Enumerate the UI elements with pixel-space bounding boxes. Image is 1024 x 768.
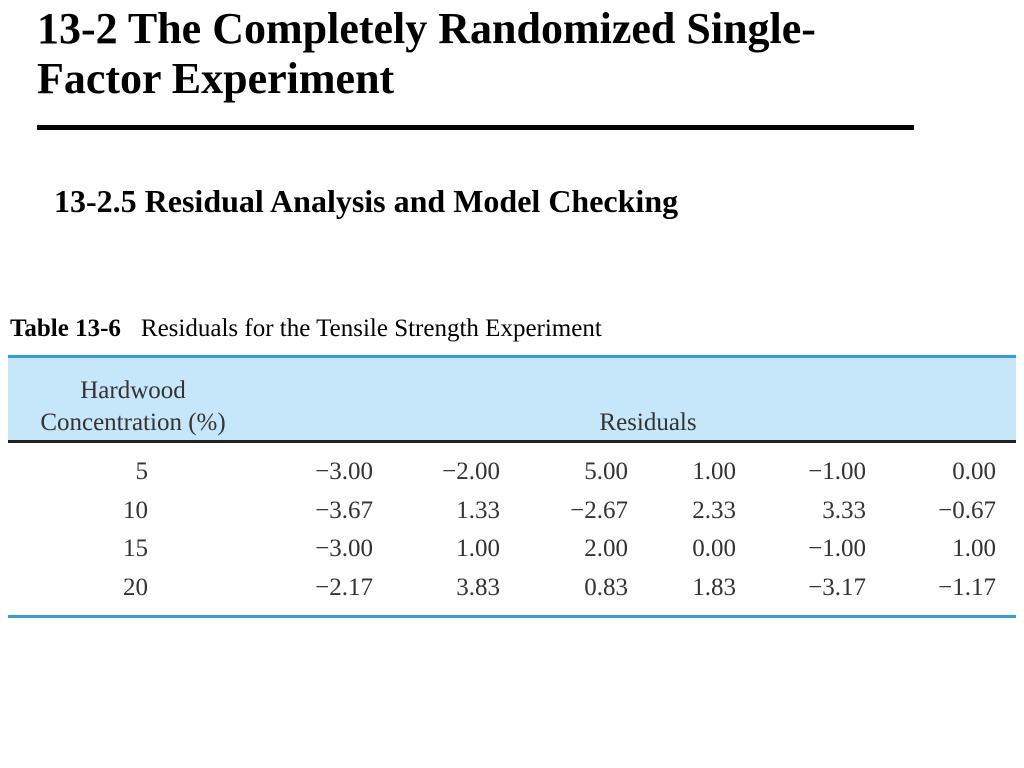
- cell-residual: 5.00: [584, 458, 628, 486]
- cell-residual: 0.00: [952, 458, 996, 486]
- cell-residual: −2.17: [315, 573, 373, 601]
- header-concentration: Hardwood Concentration (%): [8, 375, 258, 439]
- cell-residual: 0.00: [692, 535, 736, 563]
- cell-residual: −1.00: [808, 458, 866, 486]
- table-bottom-rule: [8, 615, 1016, 618]
- cell-residual: −2.00: [442, 458, 500, 486]
- header-residuals: Residuals: [599, 409, 697, 436]
- cell-concentration: 10: [123, 496, 148, 524]
- cell-residual: −0.67: [938, 496, 996, 524]
- cell-residual: −3.67: [315, 496, 373, 524]
- table-row: 5 −3.00 −2.00 5.00 1.00 −1.00 0.00: [8, 453, 1016, 492]
- section-subtitle: 13-2.5 Residual Analysis and Model Check…: [54, 183, 679, 219]
- cell-residual: −1.00: [808, 535, 866, 563]
- cell-residual: 1.00: [692, 458, 736, 486]
- cell-residual: −3.00: [315, 458, 373, 486]
- cell-residual: −2.67: [570, 496, 628, 524]
- cell-concentration: 20: [123, 573, 148, 601]
- cell-concentration: 5: [135, 458, 149, 486]
- table-row: 15 −3.00 1.00 2.00 0.00 −1.00 1.00: [8, 530, 1016, 569]
- table-row: 10 −3.67 1.33 −2.67 2.33 3.33 −0.67: [8, 492, 1016, 531]
- cell-residual: 0.83: [584, 573, 628, 601]
- cell-residual: 1.00: [456, 535, 500, 563]
- cell-residual: −3.00: [315, 535, 373, 563]
- header-concentration-line2: Concentration (%): [40, 409, 226, 436]
- slide-title-line1: 13-2 The Completely Randomized Single-: [37, 4, 816, 53]
- title-underline: [37, 125, 914, 130]
- table-body: 5 −3.00 −2.00 5.00 1.00 −1.00 0.00 10 −3…: [8, 453, 1016, 607]
- table-header: Hardwood Concentration (%) Residuals: [8, 358, 1016, 443]
- cell-residual: 1.83: [692, 573, 736, 601]
- cell-residual: 2.33: [692, 496, 736, 524]
- slide-title: 13-2 The Completely Randomized Single- F…: [37, 4, 957, 104]
- residuals-table: Hardwood Concentration (%) Residuals 5 −…: [8, 355, 1016, 618]
- header-concentration-line1: Hardwood: [80, 377, 186, 404]
- cell-residual: 3.33: [822, 496, 866, 524]
- slide-title-line2: Factor Experiment: [37, 54, 395, 103]
- cell-residual: 2.00: [584, 535, 628, 563]
- table-caption-text: Residuals for the Tensile Strength Exper…: [140, 315, 602, 342]
- table-caption: Table 13-6 Residuals for the Tensile Stre…: [10, 313, 602, 345]
- cell-residual: 1.33: [456, 496, 500, 524]
- table-number: Table 13-6: [10, 315, 121, 342]
- cell-residual: 1.00: [952, 535, 996, 563]
- cell-concentration: 15: [123, 535, 148, 563]
- cell-residual: −1.17: [938, 573, 996, 601]
- cell-residual: 3.83: [456, 573, 500, 601]
- table-row: 20 −2.17 3.83 0.83 1.83 −3.17 −1.17: [8, 569, 1016, 608]
- table-top-rule: [8, 355, 1016, 358]
- cell-residual: −3.17: [808, 573, 866, 601]
